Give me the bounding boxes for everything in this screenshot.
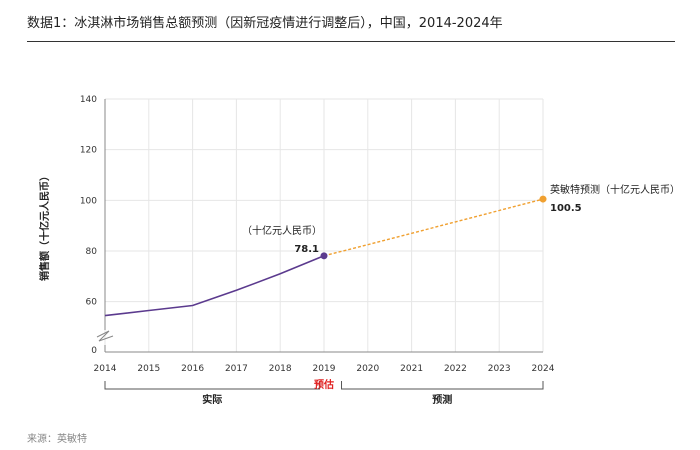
x-tick-label: 2014 bbox=[94, 364, 117, 374]
annotation-2019-unit: （十亿元人民币） bbox=[242, 224, 322, 237]
annotation-2019-value: 78.1 bbox=[294, 244, 319, 255]
actual-series-line bbox=[104, 255, 325, 317]
x-tick-label: 2020 bbox=[356, 364, 379, 374]
source-note: 来源：英敏特 bbox=[27, 434, 87, 445]
chart-series bbox=[104, 195, 547, 317]
page-title: 数据1：冰淇淋市场销售总额预测（因新冠疫情进行调整后），中国，2014-2024… bbox=[27, 16, 503, 31]
period-label-estimate: 预估 bbox=[314, 378, 334, 391]
x-tick-label: 2024 bbox=[532, 364, 555, 374]
y-tick-label: 80 bbox=[86, 247, 98, 257]
x-tick-labels: 2014 2015 2016 2017 2018 2019 2020 2021 2022 2023… bbox=[94, 364, 555, 374]
x-tick-label: 2017 bbox=[225, 364, 248, 374]
y-tick-label: 0 bbox=[91, 346, 97, 356]
chart-grid bbox=[104, 98, 544, 352]
bracket-forecast bbox=[341, 381, 544, 390]
y-tick-label: 120 bbox=[80, 146, 97, 156]
chart-annotations: （十亿元人民币） 78.1 英敏特预测（十亿元人民币） 100.5 bbox=[242, 183, 680, 255]
y-tick-label: 60 bbox=[86, 298, 98, 308]
y-axis-label: 销售额（十亿元人民币） bbox=[38, 171, 51, 281]
x-tick-label: 2021 bbox=[400, 364, 423, 374]
period-label-actual: 实际 bbox=[202, 393, 222, 406]
y-tick-label: 140 bbox=[80, 95, 97, 105]
x-tick-label: 2016 bbox=[181, 364, 204, 374]
data-point-2024 bbox=[539, 195, 547, 203]
x-tick-label: 2015 bbox=[137, 364, 160, 374]
axis-break-mark bbox=[96, 330, 114, 342]
x-tick-label: 2019 bbox=[313, 364, 336, 374]
x-tick-label: 2023 bbox=[488, 364, 511, 374]
y-tick-labels: 0 60 80 100 120 140 bbox=[80, 95, 97, 356]
y-tick-label: 100 bbox=[80, 196, 97, 206]
forecast-series-line bbox=[323, 198, 544, 257]
chart-axes bbox=[96, 99, 543, 353]
x-tick-label: 2022 bbox=[444, 364, 467, 374]
bracket-actual bbox=[104, 381, 321, 390]
x-tick-label: 2018 bbox=[269, 364, 292, 374]
annotation-2024-label: 英敏特预测（十亿元人民币） bbox=[550, 183, 680, 196]
annotation-2024-value: 100.5 bbox=[550, 203, 582, 214]
title-divider bbox=[27, 41, 675, 42]
data-point-2019 bbox=[320, 252, 328, 260]
period-label-forecast: 预测 bbox=[432, 393, 452, 406]
